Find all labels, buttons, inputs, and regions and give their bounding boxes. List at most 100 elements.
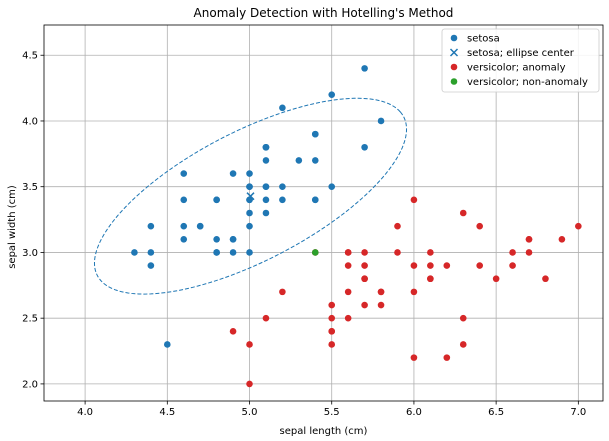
legend-marker-setosa [450,34,458,42]
ticks: 4.0 4.5 5.0 5.5 6.0 6.5 7.0 2.0 2.5 3.0 3.5 4.0 4.5 [22,51,586,418]
versicolor-anomaly-point [459,341,467,348]
versicolor-anomaly-point [410,288,418,296]
setosa-point [229,170,237,177]
setosa-point [262,143,270,151]
versicolor-anomaly-point [427,275,434,283]
versicolor-anomaly-point [542,275,549,283]
versicolor-anomaly-point [344,249,352,256]
versicolor-anomaly-point [344,314,352,322]
versicolor-anomaly-point [361,262,368,269]
versicolor-anomaly-point [509,262,516,269]
setosa-point [147,249,155,256]
plot-frame [43,24,604,402]
legend-marker-x [449,48,459,57]
versicolor-anomaly-point [394,222,401,230]
points-layer [131,65,582,388]
y-tick-label: 4.0 [22,116,38,127]
y-axis-label: sepal width (cm) [7,185,18,269]
setosa-point [246,249,253,256]
setosa-point [246,170,253,177]
confidence-ellipse [93,97,408,295]
x-tick-label: 5.5 [324,407,340,418]
versicolor-anomaly-point [361,249,368,256]
versicolor-anomaly-point [476,262,483,269]
legend-marker-versicolor-non-anomaly [450,78,458,85]
setosa-point [262,196,270,204]
setosa-point [229,235,237,243]
versicolor-anomaly-point [328,314,336,322]
x-axis-label: sepal length (cm) [280,426,368,437]
setosa-point [180,196,188,204]
legend-marker-versicolor-anomaly [450,63,458,71]
versicolor-anomaly-point [459,314,467,322]
setosa-point [196,222,204,230]
setosa-point [246,222,253,230]
setosa-point [131,249,138,256]
setosa-point [147,222,155,230]
x-tick-label: 6.0 [406,407,422,418]
setosa-point [311,157,319,164]
setosa-point [246,209,253,217]
versicolor-anomaly-point [328,341,336,348]
versicolor-anomaly-point [492,275,500,283]
setosa-point [262,183,270,191]
y-tick-label: 3.0 [22,248,38,259]
setosa-point [311,130,319,138]
y-tick-label: 3.5 [22,182,38,193]
setosa-point [229,249,237,256]
versicolor-anomaly-point [509,249,516,256]
versicolor-anomaly-point [427,249,434,256]
versicolor-anomaly-point [575,222,582,230]
setosa-point [180,170,188,177]
versicolor-anomaly-point [344,288,352,296]
versicolor-anomaly-point [558,235,566,243]
x-tick-label: 7.0 [570,407,586,418]
versicolor-anomaly-point [246,341,253,348]
setosa-point [180,235,188,243]
versicolor-anomaly-point [443,354,451,361]
setosa-point [213,235,220,243]
y-tick-label: 4.5 [22,51,38,62]
setosa-point [311,196,319,204]
setosa-point [213,249,220,256]
versicolor-anomaly-point [394,249,401,256]
setosa-point [164,341,171,348]
versicolor-anomaly-point [328,328,336,335]
x-tick-label: 4.5 [159,407,175,418]
versicolor-anomaly-point [377,301,385,309]
versicolor-anomaly-point [459,209,467,217]
setosa-point [279,104,286,112]
y-tick-label: 2.0 [22,379,38,390]
legend-label-setosa: setosa [467,34,500,45]
versicolor-anomaly-point [525,249,533,256]
x-tick-label: 5.0 [242,407,258,418]
y-tick-label: 2.5 [22,314,38,325]
chart-title: Anomaly Detection with Hotelling's Metho… [194,6,454,20]
versicolor-anomaly-point [262,314,270,322]
setosa-point [262,209,270,217]
setosa-point [262,157,270,164]
versicolor-anomaly-point [377,288,385,296]
versicolor-anomaly-point [410,354,418,361]
versicolor-non-anomaly-point [311,249,319,256]
versicolor-anomaly-point [410,262,418,269]
ellipse-center-marker [246,192,255,201]
versicolor-anomaly-point [361,301,368,309]
setosa-point [328,91,336,98]
setosa-point [295,157,303,164]
versicolor-anomaly-point [344,262,352,269]
versicolor-anomaly-point [246,380,253,388]
setosa-point [361,65,368,72]
legend-box [441,28,600,93]
versicolor-anomaly-point [229,328,237,335]
versicolor-anomaly-point [525,235,533,243]
setosa-point [279,196,286,204]
versicolor-anomaly-point [279,288,286,296]
x-tick-label: 6.5 [488,407,504,418]
versicolor-anomaly-point [410,196,418,204]
setosa-point [213,196,220,204]
setosa-point [246,183,253,191]
ellipse-layer [93,97,408,295]
setosa-point [328,183,336,191]
legend-label-setosa-ellipse-center: setosa; ellipse center [467,48,575,59]
